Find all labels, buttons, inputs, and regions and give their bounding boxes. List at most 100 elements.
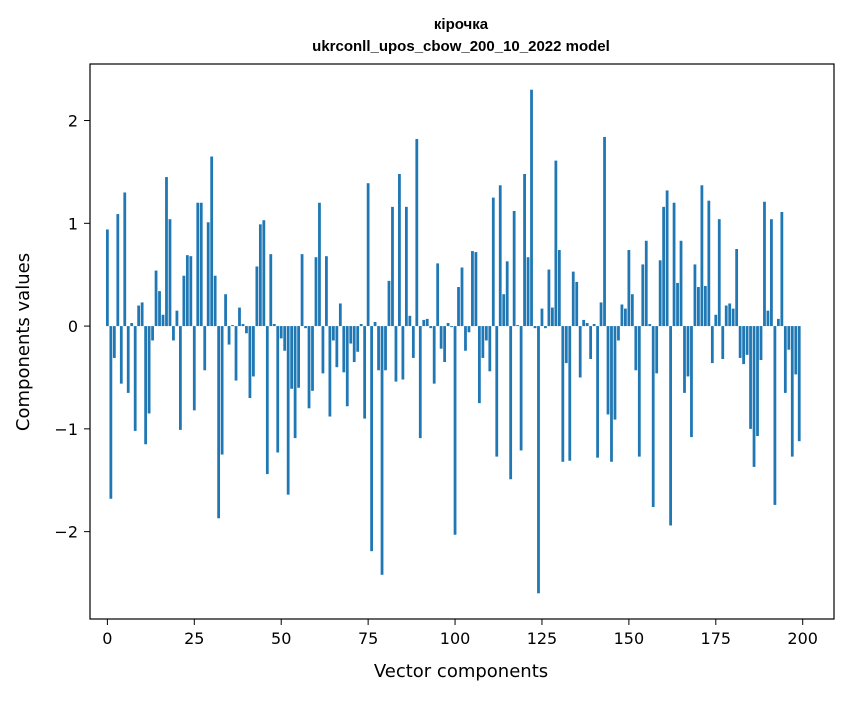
bar [551,307,554,327]
bar [464,326,467,351]
bar [790,326,794,457]
bar [380,326,384,575]
bar [123,192,127,327]
bar [276,326,280,453]
bar [175,310,179,327]
bar [179,326,182,430]
y-tick-label: 1 [68,214,78,233]
bar [662,206,666,327]
bar [394,326,398,382]
bar [328,326,332,417]
bar [530,89,533,327]
bar [109,326,113,499]
bar [446,323,450,327]
bar [717,219,721,327]
bar [443,326,447,363]
bar [797,326,801,442]
bar [453,326,457,535]
x-tick-label: 75 [358,629,378,648]
bar [363,326,367,419]
bar [724,305,728,327]
bar [311,326,314,391]
bar [318,202,321,327]
bar [477,326,481,404]
bar [537,326,540,594]
bar [432,326,436,384]
bar [773,326,777,505]
bar [655,326,659,374]
bar [119,326,123,384]
bar [404,206,408,327]
bar [203,326,207,371]
bar [196,202,200,327]
bar [227,326,231,345]
x-axis-ticks: 0 25 50 75 100 125 150 175 200 [102,619,818,648]
bar [526,257,530,327]
bar [418,326,422,439]
bar [331,326,335,341]
bar [693,264,697,327]
bar [794,326,798,375]
bar [596,326,599,458]
bar [366,183,370,327]
bar [599,302,603,327]
bar [130,323,134,327]
chart-subtitle: ukrconll_upos_cbow_200_10_2022 model [312,38,610,55]
bar [491,197,495,327]
bar [714,314,718,327]
bar [679,240,683,327]
bar [258,224,262,327]
bar [637,326,641,457]
bar [568,326,572,461]
bar [272,324,276,327]
bar [547,269,551,327]
bar [283,326,287,351]
bar [460,267,464,327]
bar [471,251,474,327]
bar [189,256,193,327]
bar [199,202,203,327]
bar [252,326,255,377]
bar [672,202,676,327]
bar [168,219,172,327]
bar [630,294,634,327]
bar [516,325,520,327]
bar [738,326,742,358]
y-tick-label: 2 [68,112,78,131]
bar [585,323,589,327]
bar [582,319,586,327]
bar [627,250,631,327]
bar [450,326,453,328]
bar [624,308,627,327]
bar [474,252,478,327]
y-tick-label: −1 [54,420,78,439]
bar [248,326,252,399]
bar [749,326,752,429]
bar [206,222,210,327]
bar [144,326,148,445]
bar [752,326,756,467]
bar [495,326,499,457]
bar [484,326,488,341]
x-axis-label: Vector components [374,661,548,682]
bar [467,326,471,333]
bar [488,326,492,372]
bar [770,219,773,327]
bar [700,185,704,327]
bar [519,326,523,451]
bar [140,302,144,327]
bar [234,326,238,381]
bar [279,326,283,339]
bar [710,326,714,364]
bar [373,321,377,327]
bar [613,326,617,420]
bar [165,177,168,327]
bar [192,326,196,411]
bar [126,326,130,393]
bar [415,139,419,327]
bar [439,326,443,349]
bar [255,266,259,327]
bar [763,201,766,327]
bar [606,326,610,415]
